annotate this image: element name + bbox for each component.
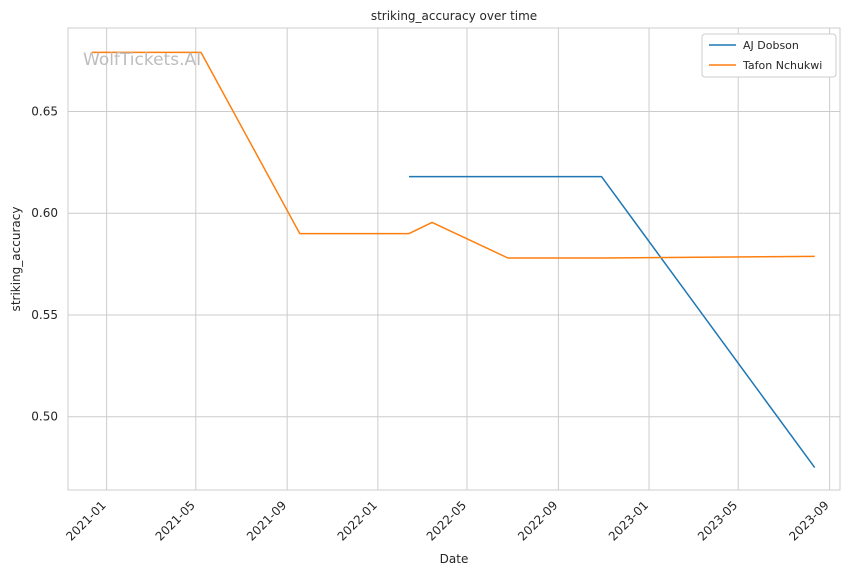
plot-frame bbox=[67, 27, 841, 491]
series-line-tafon-nchukwi bbox=[91, 51, 815, 259]
plot-area bbox=[68, 28, 840, 490]
y-tick-label: 0.60 bbox=[31, 206, 58, 220]
legend-label-tafon-nchukwi: Tafon Nchukwi bbox=[742, 59, 822, 72]
x-tick-label: 2023-01 bbox=[606, 498, 651, 543]
chart-title: striking_accuracy over time bbox=[371, 9, 537, 23]
x-axis-label: Date bbox=[440, 552, 469, 566]
x-tick-label: 2023-09 bbox=[786, 498, 831, 543]
y-tick-labels: 0.50 0.55 0.60 0.65 bbox=[31, 104, 58, 423]
x-tick-label: 2021-01 bbox=[63, 498, 108, 543]
y-tick-label: 0.65 bbox=[31, 104, 58, 118]
series-line-aj-dobson bbox=[409, 175, 816, 469]
legend-label-aj-dobson: AJ Dobson bbox=[743, 39, 799, 52]
x-tick-label: 2021-09 bbox=[244, 498, 289, 543]
watermark: WolfTickets.AI bbox=[83, 50, 201, 70]
x-tick-label: 2023-05 bbox=[695, 498, 740, 543]
legend: AJ Dobson Tafon Nchukwi bbox=[701, 33, 837, 78]
y-tick-label: 0.55 bbox=[31, 308, 58, 322]
x-tick-label: 2022-05 bbox=[424, 498, 469, 543]
x-tick-label: 2021-05 bbox=[153, 498, 198, 543]
x-tick-labels: 2021-01 2021-05 2021-09 2022-01 2022-05 2022-… bbox=[63, 498, 831, 543]
grid bbox=[68, 28, 840, 490]
x-tick-label: 2022-09 bbox=[515, 498, 560, 543]
x-tick-label: 2022-01 bbox=[335, 498, 380, 543]
y-axis-label: striking_accuracy bbox=[9, 207, 23, 312]
series-layer bbox=[91, 51, 816, 469]
y-tick-label: 0.50 bbox=[31, 410, 58, 424]
